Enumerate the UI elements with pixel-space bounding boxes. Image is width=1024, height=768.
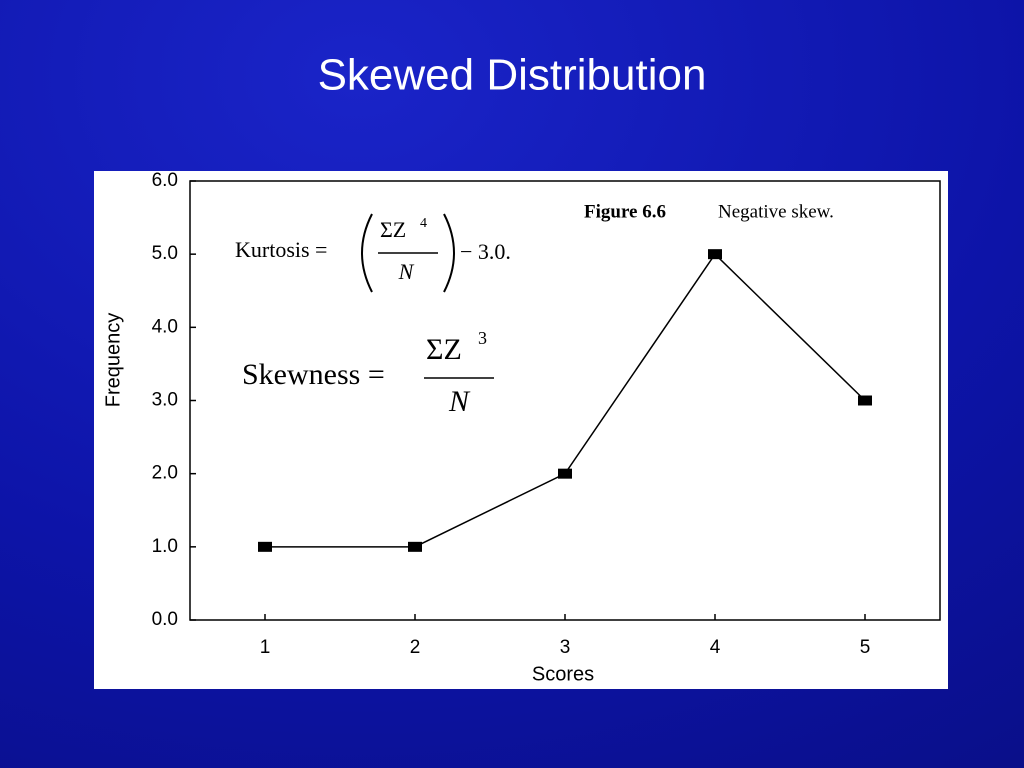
paren <box>361 213 373 293</box>
y-axis-label: Frequency <box>102 313 124 408</box>
formula-numerator: ΣZ <box>426 333 462 366</box>
y-tick-label: 5.0 <box>152 243 178 264</box>
skewness-formula: Skewness = ΣZ 3 N <box>242 328 494 418</box>
x-tick-label: 4 <box>710 637 721 658</box>
slide-title: Skewed Distribution <box>318 51 707 100</box>
formula-rhs: − 3.0. <box>460 239 511 264</box>
x-tick-label: 2 <box>410 637 421 658</box>
x-tick-label: 5 <box>860 637 871 658</box>
data-point <box>408 541 422 552</box>
y-tick-label: 2.0 <box>152 463 178 484</box>
formula-lhs: Kurtosis = <box>235 237 327 262</box>
figure-caption: Negative skew. <box>718 201 834 222</box>
formula-exponent: 4 <box>420 216 427 231</box>
formula-lhs: Skewness = <box>242 358 385 391</box>
formula-denominator: N <box>448 385 471 418</box>
formula-exponent: 3 <box>478 328 487 348</box>
figure-panel <box>94 171 948 689</box>
data-point <box>258 541 272 552</box>
formula-denominator: N <box>398 259 415 284</box>
data-point <box>558 468 572 479</box>
data-point <box>858 395 872 406</box>
kurtosis-formula: Kurtosis = ΣZ 4 N − 3.0. <box>235 213 511 293</box>
y-tick-label: 0.0 <box>152 609 178 630</box>
formula-numerator: ΣZ <box>380 217 406 242</box>
x-axis-label: Scores <box>532 663 594 685</box>
y-tick-label: 1.0 <box>152 536 178 557</box>
y-tick-label: 4.0 <box>152 316 178 337</box>
data-point <box>708 249 722 260</box>
x-tick-label: 1 <box>260 637 271 658</box>
y-tick-label: 6.0 <box>152 170 178 191</box>
y-tick-label: 3.0 <box>152 390 178 411</box>
paren <box>443 213 455 293</box>
figure-label: Figure 6.6 <box>584 201 666 222</box>
x-tick-label: 3 <box>560 637 571 658</box>
